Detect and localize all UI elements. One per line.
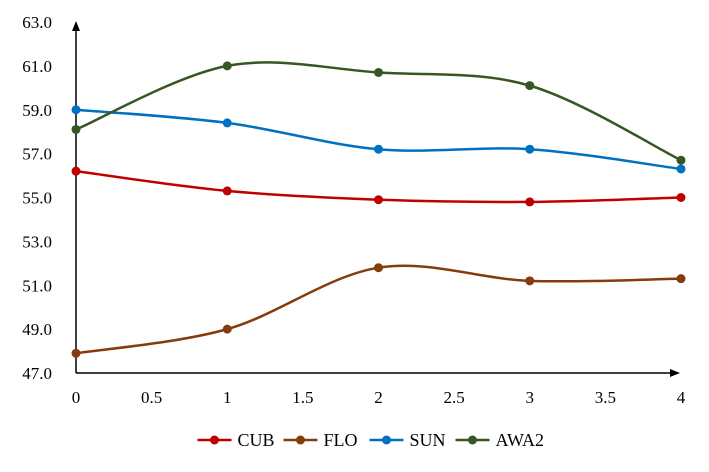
y-axis-arrow: [72, 21, 80, 31]
x-tick-label: 1.5: [292, 388, 313, 407]
series-awa2: [71, 61, 686, 165]
y-tick-label: 55.0: [22, 189, 52, 208]
x-tick-label: 3.5: [595, 388, 616, 407]
data-point: [676, 155, 686, 165]
x-tick-label: 4: [677, 388, 686, 407]
legend-marker: [382, 435, 391, 445]
legend-label: SUN: [410, 430, 446, 450]
series-layer: [71, 61, 686, 358]
legend-label: FLO: [324, 430, 358, 450]
x-axis-arrow: [670, 369, 680, 377]
y-tick-labels: 47.0 49.0 51.0 53.0 55.0 57.0 59.0 61.0 63.0: [22, 13, 52, 383]
legend: CUB FLO SUN AWA2: [197, 430, 545, 450]
x-tick-label: 2.5: [444, 388, 465, 407]
data-point: [374, 195, 383, 205]
legend-marker: [296, 435, 305, 445]
y-tick-label: 61.0: [22, 57, 52, 76]
series-sun: [71, 105, 686, 174]
x-tick-label: 0.5: [141, 388, 162, 407]
legend-label: AWA2: [496, 430, 545, 450]
series-flo: [71, 263, 686, 358]
legend-marker: [468, 435, 477, 445]
legend-marker: [210, 435, 219, 445]
legend-item-sun: SUN: [369, 430, 446, 450]
y-tick-label: 51.0: [22, 276, 52, 295]
data-point: [222, 118, 232, 128]
y-tick-label: 49.0: [22, 320, 52, 339]
legend-item-awa2: AWA2: [455, 430, 545, 450]
data-point: [222, 61, 232, 71]
axes: [72, 21, 680, 377]
data-point: [222, 324, 232, 334]
data-point: [676, 193, 686, 202]
data-point: [525, 144, 535, 154]
legend-item-flo: FLO: [283, 430, 358, 450]
data-point: [525, 197, 535, 207]
data-point: [676, 274, 686, 284]
data-point: [71, 166, 81, 176]
x-tick-label: 1: [223, 388, 232, 407]
data-point: [71, 124, 81, 134]
x-tick-labels: 0 0.5 1 1.5 2 2.5 3 3.5 4: [72, 388, 686, 407]
series-line-flo: [75, 264, 682, 355]
x-tick-label: 2: [374, 388, 383, 407]
data-point: [374, 67, 383, 77]
y-tick-label: 59.0: [22, 101, 52, 120]
data-point: [525, 81, 535, 91]
data-point: [71, 348, 81, 358]
y-tick-label: 63.0: [22, 13, 52, 32]
data-point: [676, 164, 686, 174]
series-line-sun: [75, 108, 682, 171]
y-tick-label: 47.0: [22, 364, 52, 383]
y-tick-label: 57.0: [22, 145, 52, 164]
data-point: [71, 105, 81, 115]
data-point: [374, 263, 383, 273]
data-point: [525, 276, 535, 286]
legend-item-cub: CUB: [197, 430, 275, 450]
series-cub: [71, 166, 686, 207]
y-tick-label: 53.0: [22, 232, 52, 251]
x-tick-label: 0: [72, 388, 81, 407]
data-point: [374, 144, 383, 154]
x-tick-label: 3: [526, 388, 535, 407]
data-point: [222, 186, 232, 196]
legend-label: CUB: [238, 430, 275, 450]
